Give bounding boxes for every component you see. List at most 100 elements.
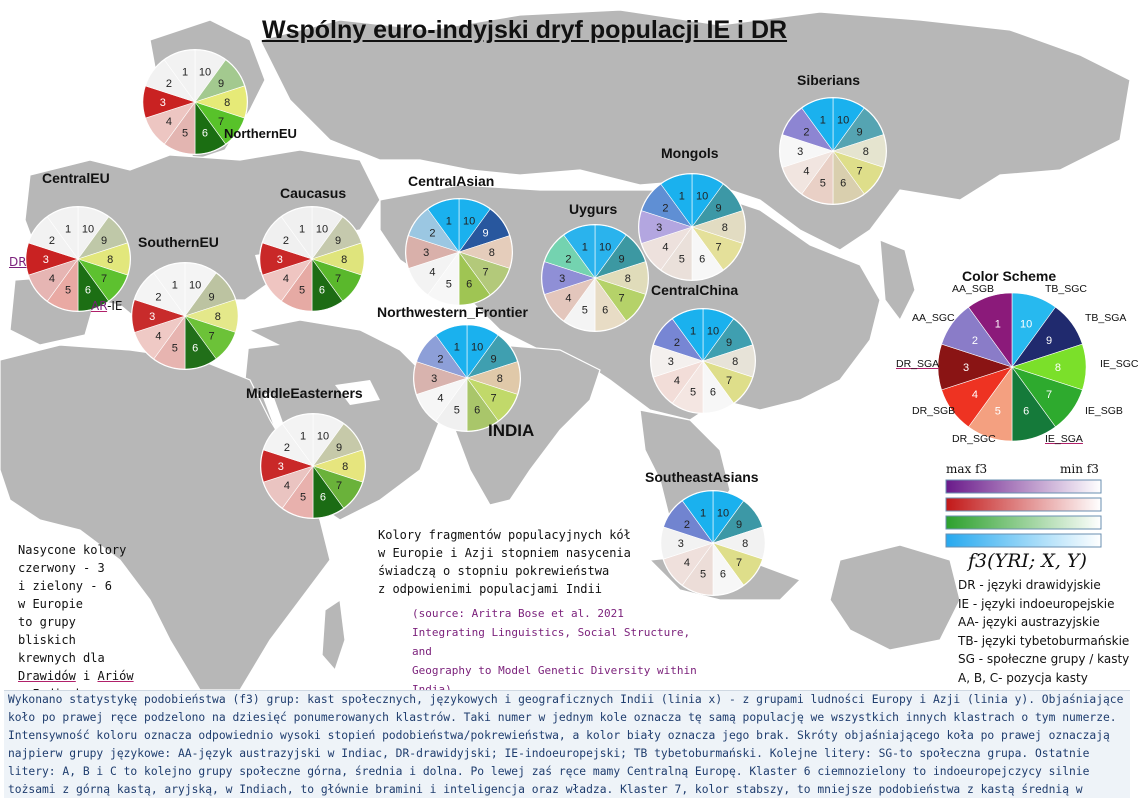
- label-northern-eu: NorthernEU: [224, 126, 297, 141]
- cluster-number-1: 1: [582, 242, 588, 254]
- population-label: Caucasus: [280, 185, 347, 201]
- scheme-label-dr-sga: DR_SGA: [896, 358, 940, 370]
- cluster-number-6: 6: [192, 342, 198, 354]
- explanation-text: Wykonano statystykę podobieństwa (f3) gr…: [4, 690, 1130, 798]
- cluster-number-1: 1: [172, 280, 178, 292]
- cluster-number-6: 6: [710, 387, 716, 399]
- cluster-number-10: 10: [599, 242, 611, 254]
- cluster-number-3: 3: [797, 146, 803, 158]
- slice-cluster-1: [563, 224, 596, 279]
- cluster-number-4: 4: [565, 292, 571, 304]
- abbr-line: SG - społeczne grupy / kasty: [958, 652, 1130, 666]
- cluster-number-8: 8: [224, 97, 230, 109]
- cluster-number-2: 2: [437, 354, 443, 366]
- cluster-number-10: 10: [707, 325, 719, 337]
- source-line: Integrating Linguistics, Social Structur…: [412, 626, 691, 658]
- cluster-number-9: 9: [335, 235, 341, 247]
- cluster-number-5: 5: [300, 492, 306, 504]
- cluster-number-3: 3: [278, 461, 284, 473]
- cluster-number-5: 5: [65, 285, 71, 297]
- cluster-number-4: 4: [684, 557, 690, 569]
- scheme-label-aa-sgc: AA_SGC: [912, 312, 955, 324]
- slice-cluster-1: [427, 198, 460, 253]
- population-label: SoutheastAsians: [645, 469, 759, 485]
- cluster-number-2: 2: [662, 203, 668, 215]
- cluster-number-2: 2: [166, 78, 172, 90]
- left-note-line: Drawidów i Ariów: [18, 667, 136, 685]
- gradient-bar: [945, 497, 1102, 512]
- cluster-number-8: 8: [341, 254, 347, 266]
- abbr-line: A, B, C- pozycja kasty: [958, 670, 1088, 685]
- cluster-number-9: 9: [209, 292, 215, 304]
- f3-formula: f3(YRI; X, Y): [968, 550, 1087, 572]
- label-india: INDIA: [488, 421, 535, 440]
- slice-cluster-1: [672, 308, 704, 362]
- cluster-number-3: 3: [668, 356, 674, 368]
- cluster-number-10: 10: [717, 507, 729, 519]
- cluster-number-4: 4: [49, 273, 55, 285]
- cluster-number-3: 3: [277, 254, 283, 266]
- cluster-number-9: 9: [218, 78, 224, 90]
- scheme-slice-1: [968, 292, 1013, 368]
- cluster-number-9: 9: [726, 337, 732, 349]
- cluster-number-3: 3: [43, 254, 49, 266]
- cluster-number-3: 3: [678, 538, 684, 550]
- color-scheme-title: Color Scheme: [962, 268, 1057, 284]
- cluster-number-8: 8: [742, 538, 748, 550]
- cluster-number-7: 7: [101, 273, 107, 285]
- cluster-number-10: 10: [837, 115, 849, 127]
- slice-cluster-1: [153, 262, 186, 317]
- population-label: Northwestern_Frontier: [377, 304, 528, 320]
- label-dr-edge: DR: [9, 255, 27, 269]
- landmass-australia: [829, 544, 961, 651]
- population-label: MiddleEasterners: [246, 385, 363, 401]
- cluster-number-1: 1: [700, 507, 706, 519]
- cluster-number-10: 10: [199, 66, 211, 78]
- gradient-bar: [945, 515, 1102, 530]
- cluster-number-1: 1: [820, 115, 826, 127]
- cluster-number-7: 7: [336, 480, 342, 492]
- scheme-label-tb-sgc: TB_SGC: [1045, 283, 1088, 295]
- cluster-number-5: 5: [172, 342, 178, 354]
- cluster-number-3: 3: [160, 97, 166, 109]
- cluster-number-8: 8: [489, 247, 495, 259]
- landmass-japan: [879, 239, 916, 322]
- map-title: Wspólny euro-indyjski dryf populacji IE …: [262, 16, 788, 44]
- cluster-number-4: 4: [437, 392, 443, 404]
- abbr-line: DR - języki drawidyjskie: [958, 578, 1101, 592]
- cluster-number-6: 6: [202, 128, 208, 140]
- population-label: CentralEU: [42, 170, 110, 186]
- slice-cluster-1: [801, 97, 834, 152]
- left-note-line: czerwony - 3: [18, 561, 105, 575]
- cluster-number-5: 5: [820, 177, 826, 189]
- cluster-number-4: 4: [674, 375, 680, 387]
- cluster-number-4: 4: [662, 241, 668, 253]
- left-note-line: to grupy bliskich: [18, 615, 76, 647]
- cluster-number-5: 5: [299, 285, 305, 297]
- scheme-label-dr-sgb: DR_SGB: [912, 405, 956, 417]
- abbr-line: IE - języki indoeuropejskie: [958, 596, 1115, 611]
- scheme-label-dr-sgc: DR_SGC: [952, 433, 996, 445]
- cluster-number-4: 4: [284, 480, 290, 492]
- cluster-number-2: 2: [284, 442, 290, 454]
- cluster-number-4: 4: [155, 330, 161, 342]
- scheme-label-aa-sgb: AA_SGB: [952, 283, 995, 295]
- cluster-number-7: 7: [491, 392, 497, 404]
- word-i: i: [75, 669, 98, 683]
- cluster-number-7: 7: [209, 330, 215, 342]
- cluster-number-1: 1: [690, 325, 696, 337]
- landmass-madagascar: [321, 598, 346, 672]
- label-ar: AR: [91, 299, 108, 313]
- cluster-number-5: 5: [700, 569, 706, 581]
- min-f3-label: min f3: [1060, 462, 1099, 476]
- source-line: (source: Aritra Bose et al. 2021: [412, 607, 624, 620]
- cluster-number-4: 4: [166, 116, 172, 128]
- center-note-line: w Europie i Azji stopniem nasycenia: [378, 546, 631, 560]
- cluster-number-5: 5: [690, 387, 696, 399]
